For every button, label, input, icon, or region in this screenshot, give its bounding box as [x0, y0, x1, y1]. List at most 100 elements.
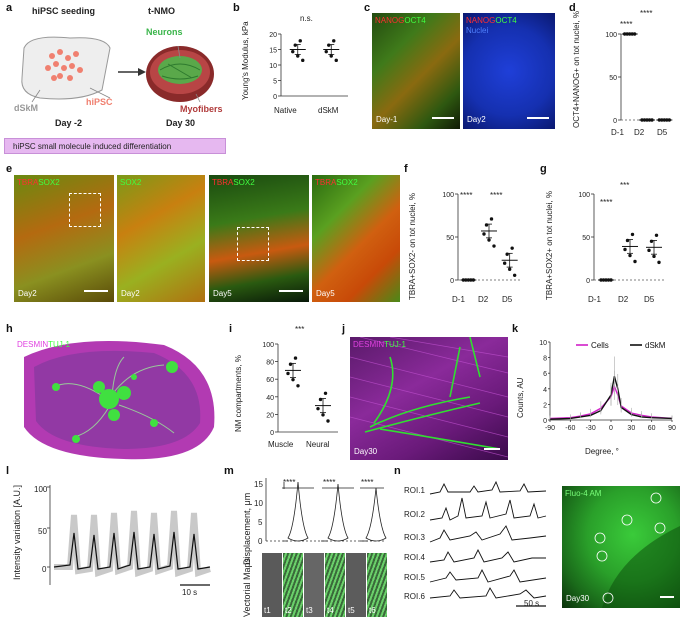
- n-label: Fluo-4 AM: [565, 489, 602, 498]
- d-cat-0: D-1: [611, 128, 624, 137]
- data-point: [489, 217, 494, 221]
- a-banner: hiPSC small molecule induced differentia…: [4, 138, 226, 154]
- data-point: [321, 413, 325, 417]
- y-tick-label: 100: [262, 342, 274, 349]
- c1-day: Day-1: [376, 115, 398, 124]
- y-tick-label: 0: [543, 418, 547, 425]
- b-cat-0: Native: [274, 106, 297, 115]
- y-tick-label: 20: [266, 412, 274, 419]
- data-point: [291, 377, 295, 382]
- n-roi-6: ROI.6: [404, 592, 425, 601]
- d-sig-0: ****: [620, 20, 633, 29]
- data-point: [492, 244, 496, 248]
- e1-scalebar: [84, 290, 108, 292]
- e1-day: Day2: [18, 289, 37, 298]
- g-cat-0: D-1: [588, 295, 601, 304]
- y-tick-label: 2: [543, 402, 547, 409]
- y-tick-label: 0: [270, 430, 274, 437]
- panel-label-d: d: [569, 2, 576, 14]
- n-roi-2: ROI.2: [404, 510, 425, 519]
- y-tick-label: 15: [269, 48, 277, 55]
- k-xlabel: Degree, °: [585, 447, 619, 456]
- n-roi-5: ROI.5: [404, 573, 425, 582]
- legend-label: dSkM: [645, 341, 666, 350]
- m-ytick-0: 0: [258, 537, 263, 546]
- e2-day: Day2: [121, 289, 140, 298]
- panel-label-i: i: [229, 323, 233, 335]
- m-sig-2: ****: [361, 478, 374, 487]
- m-frame-6: t6: [367, 553, 387, 617]
- y-tick-label: 50: [446, 235, 454, 242]
- y-tick-label: 5: [273, 79, 277, 86]
- y-tick-label: 0: [273, 94, 277, 101]
- a-dskm-label: dSkM: [14, 103, 39, 113]
- data-point: [654, 233, 659, 237]
- f-sig-0: ****: [460, 191, 473, 200]
- hipsc-cells: [45, 49, 83, 81]
- m-ytick-10: 10: [254, 499, 263, 508]
- m-frame-2: t2: [283, 553, 303, 617]
- b-ylabel: Young's Modulus, kPa: [241, 21, 250, 100]
- l-scale: 10 s: [182, 588, 198, 597]
- g-ylabel: TBRA+SOX2+ on tot nuclei, %: [545, 191, 554, 300]
- m-frame-4: t4: [325, 553, 345, 617]
- e-image-3: TBRASOX2 Day5: [209, 175, 309, 302]
- data-point: [293, 43, 297, 47]
- n-day: Day30: [566, 594, 590, 603]
- l-ytick-100: 100: [34, 485, 48, 494]
- m-violins: [265, 478, 387, 542]
- panel-label-n: n: [394, 465, 401, 477]
- data-point: [324, 49, 328, 54]
- g-cat-1: D2: [618, 295, 629, 304]
- y-tick-label: 0: [586, 278, 590, 285]
- j-scalebar: [484, 448, 500, 450]
- d-ylabel: OCT4+NANOG+ on tot nuclei, %: [572, 11, 581, 128]
- y-tick-label: 20: [269, 32, 277, 39]
- panel-label-m: m: [224, 465, 234, 477]
- e-image-4: TBRASOX2 Day5: [312, 175, 400, 302]
- m-sig-0: ****: [283, 478, 296, 487]
- n-scalebar: [660, 596, 674, 598]
- data-point: [652, 254, 656, 259]
- y-tick-label: 50: [609, 75, 617, 82]
- e4-day: Day5: [316, 289, 335, 298]
- data-point: [332, 39, 336, 43]
- n-image: Fluo-4 AM Day30: [562, 486, 680, 608]
- e3-scalebar: [279, 290, 303, 292]
- panel-label-h: h: [6, 323, 13, 335]
- k-ylabel: Counts, AU: [516, 377, 525, 418]
- x-tick-label: 60: [648, 425, 656, 432]
- d-cat-2: D5: [657, 128, 668, 137]
- e-image-2: SOX2 Day2: [117, 175, 205, 302]
- e1-inset-box: [69, 193, 101, 227]
- c-image-1: NANOGOCT4 Day-1: [372, 13, 460, 129]
- i-ylabel: NM compartments, %: [234, 355, 243, 432]
- e2-label: SOX2: [120, 178, 142, 187]
- x-tick-label: -90: [545, 425, 555, 432]
- y-tick-label: 100: [605, 32, 617, 39]
- j-image: DESMINTUJ-1 Day30: [350, 337, 508, 460]
- data-point: [286, 371, 290, 376]
- a-banner-text: hiPSC small molecule induced differentia…: [13, 142, 172, 151]
- a-title-right: t-NMO: [148, 6, 175, 16]
- m-ytick-15: 15: [254, 480, 263, 489]
- x-tick-label: 30: [627, 425, 635, 432]
- m-frame-5: t5: [346, 553, 366, 617]
- data-point: [329, 54, 333, 58]
- chart-d: 0 50 100: [605, 32, 673, 125]
- b-cat-1: dSkM: [318, 106, 339, 115]
- data-point: [323, 391, 328, 395]
- m-ylabel2: Vectorial Maps: [242, 557, 252, 617]
- b-sig: n.s.: [300, 14, 313, 23]
- e4-labels: TBRASOX2: [315, 178, 358, 187]
- e-image-1: TBRASOX2 Day2: [14, 175, 114, 302]
- a-schematic: [21, 36, 214, 103]
- d-sig-1: ****: [640, 9, 653, 18]
- i-cat-0: Muscle: [268, 440, 294, 449]
- e3-inset-box: [237, 227, 269, 261]
- y-tick-label: 100: [442, 192, 454, 199]
- i-sig: ***: [295, 325, 305, 334]
- c2-labels: NANOGOCT4: [466, 16, 517, 25]
- x-tick-label: 90: [668, 425, 676, 432]
- l-ylabel: Intensity variation [A.U.]: [12, 484, 22, 580]
